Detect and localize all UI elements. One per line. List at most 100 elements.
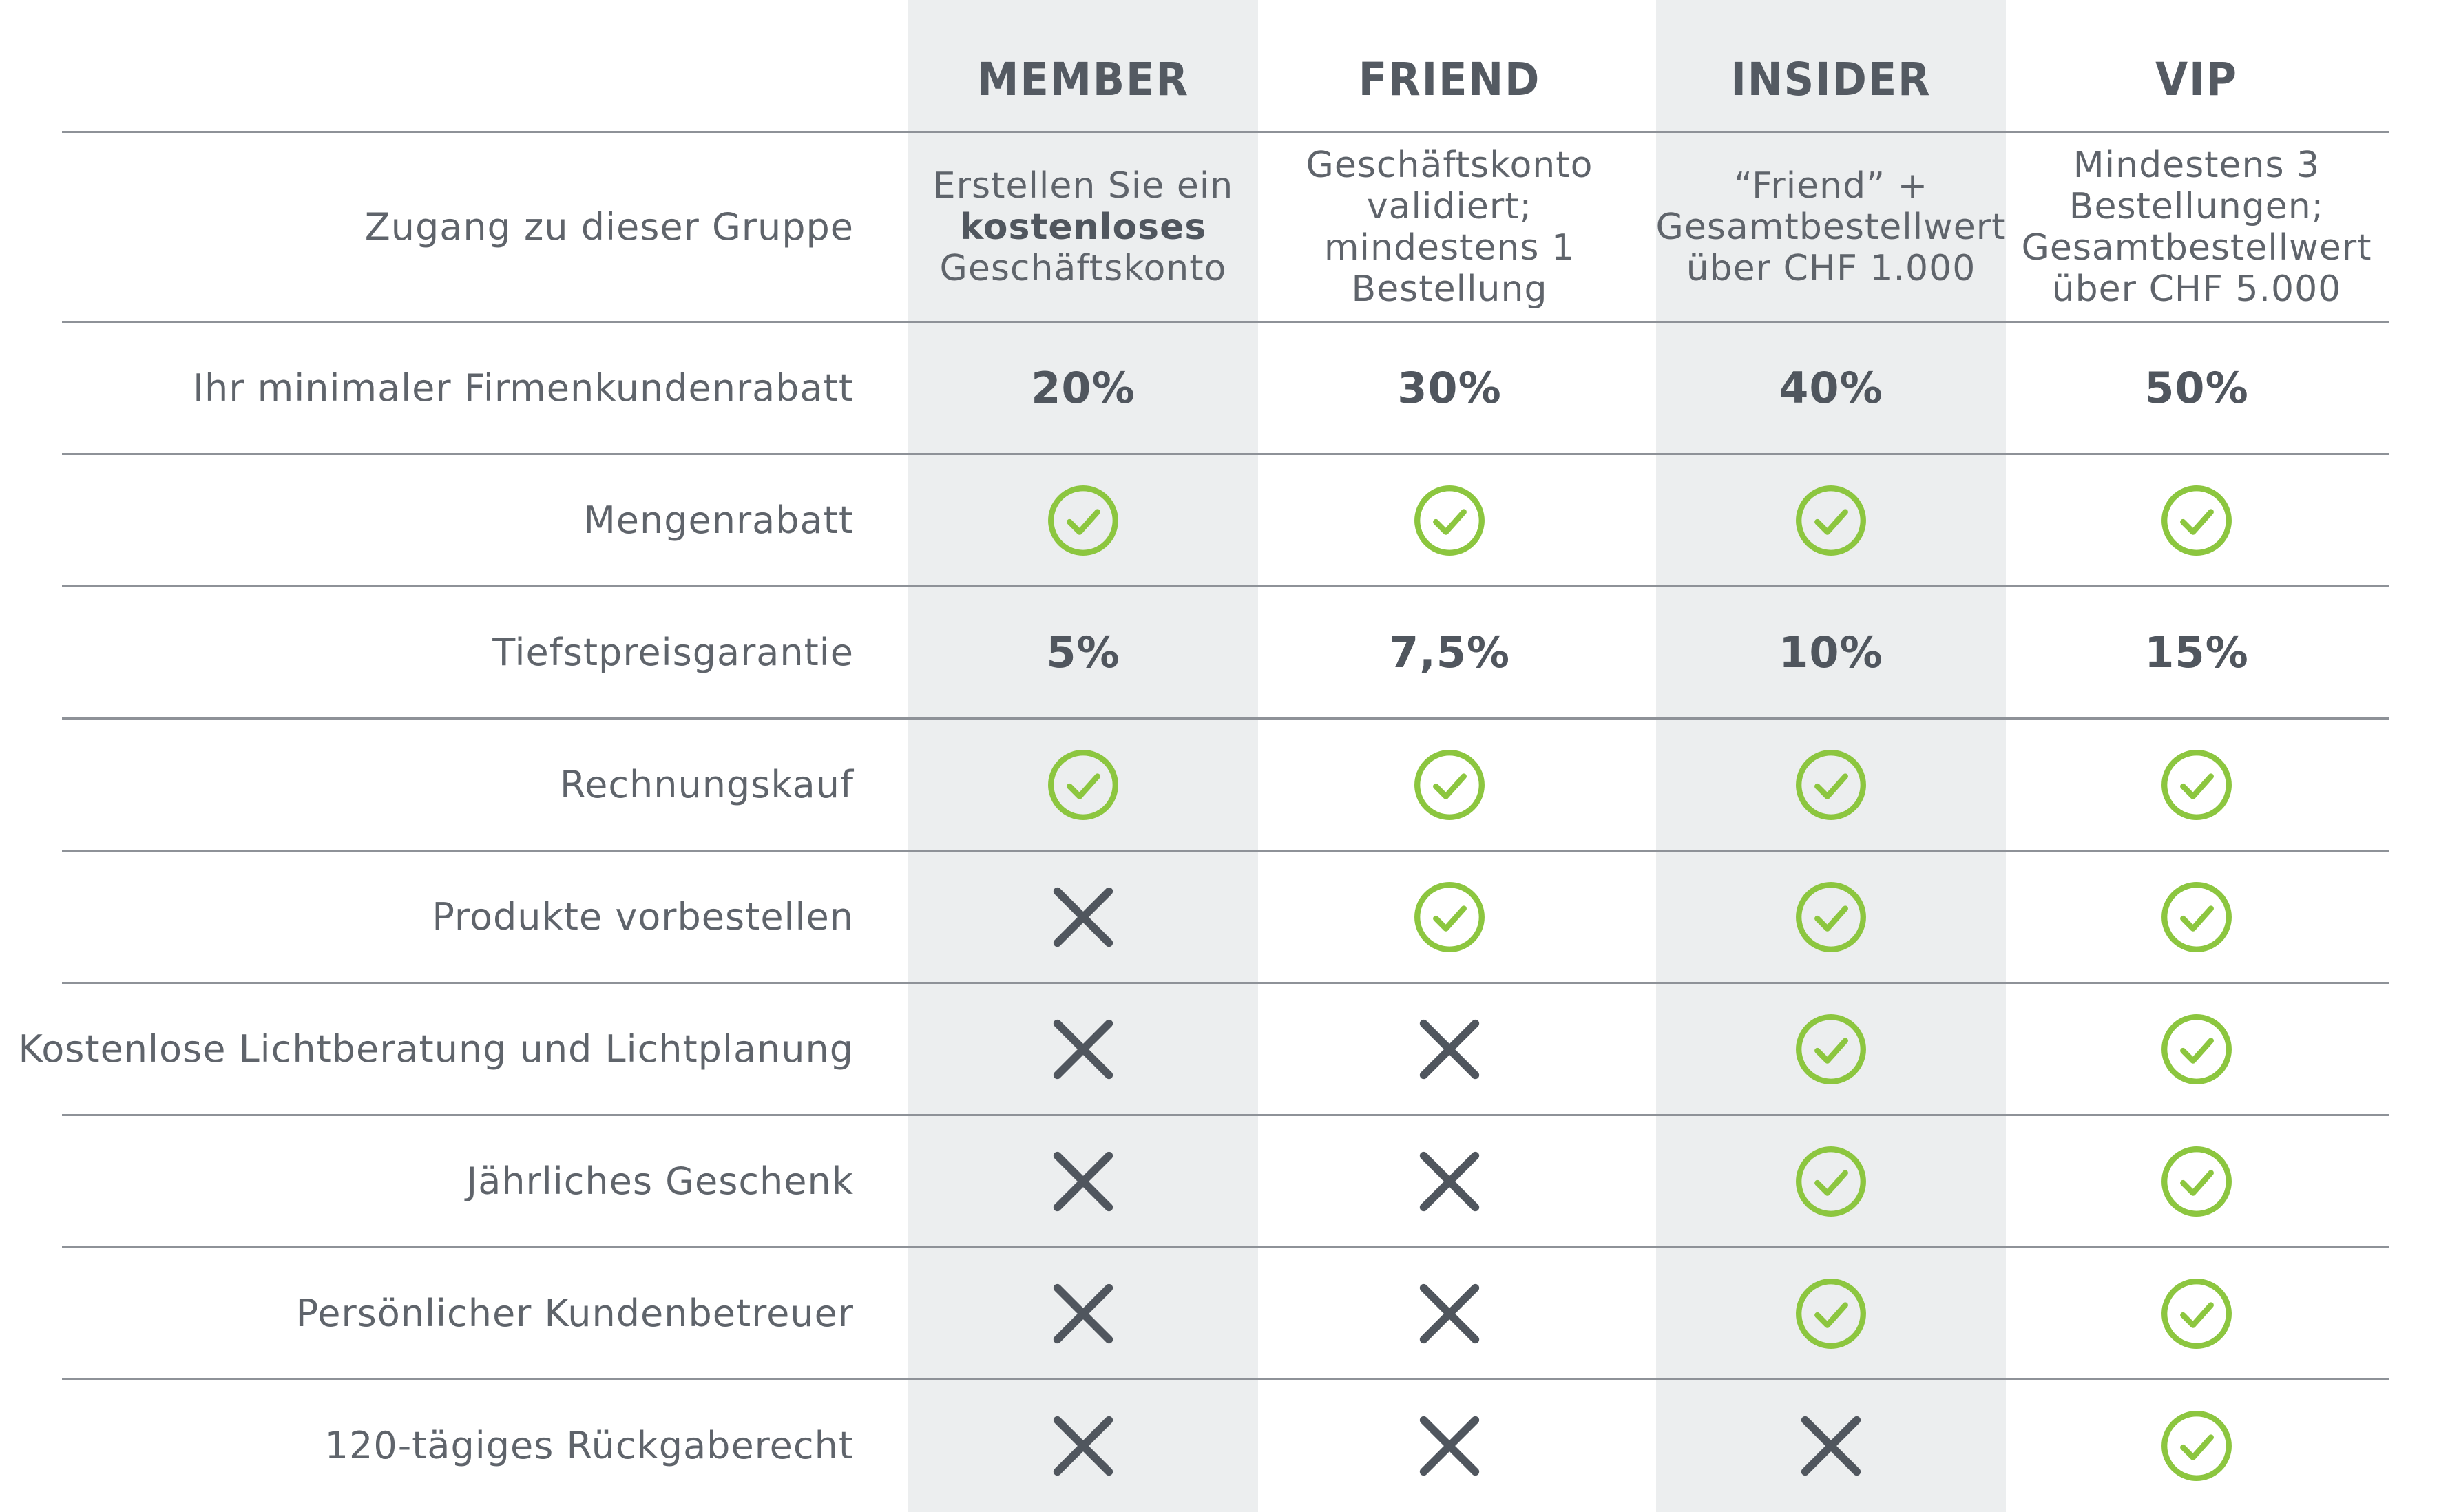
check-circle-icon [1796, 1146, 1866, 1217]
row-label-invoice: Rechnungskauf [560, 763, 854, 806]
row-divider [62, 850, 2389, 852]
row-label-volume: Mengenrabatt [583, 498, 854, 542]
check-circle-icon [2161, 485, 2232, 556]
row-label-lowprice: Tiefstpreisgarantie [492, 631, 854, 674]
row-divider [62, 1378, 2389, 1380]
cross-icon [1419, 1416, 1480, 1476]
gift-member [908, 1116, 1258, 1246]
check-circle-icon [2161, 1146, 2232, 1217]
lowprice-friend: 7,5% [1389, 627, 1510, 678]
member-column-shade [908, 0, 1258, 1512]
check-circle-icon [1796, 749, 1866, 820]
check-circle-icon [2161, 1410, 2232, 1481]
returns-member [908, 1380, 1258, 1511]
cross-icon [1053, 887, 1113, 947]
invoice-vip [2024, 720, 2369, 850]
invoice-member [908, 720, 1258, 850]
cross-icon [1053, 1416, 1113, 1476]
returns-insider [1656, 1380, 2006, 1511]
check-circle-icon [1796, 881, 1866, 952]
manager-vip [2024, 1248, 2369, 1378]
discount-vip: 50% [2144, 363, 2249, 413]
preorder-insider [1656, 852, 2006, 982]
row-divider [62, 717, 2389, 720]
cross-icon [1053, 1283, 1113, 1343]
access-member-bold: kostenloses [959, 206, 1207, 248]
check-circle-icon [1414, 881, 1485, 952]
check-circle-icon [1414, 749, 1485, 820]
access-friend-line3: mindestens 1 [1323, 227, 1576, 269]
access-vip-line2: Bestellungen; [2069, 185, 2325, 227]
gift-insider [1656, 1116, 2006, 1246]
access-member-line1: Erstellen Sie ein [932, 165, 1234, 207]
access-vip-line3: Gesamtbestellwert [2021, 227, 2372, 269]
cross-icon [1419, 1151, 1480, 1211]
access-friend: Geschäftskonto validiert; mindestens 1 B… [1277, 133, 1622, 321]
access-friend-line4: Bestellung [1351, 268, 1548, 310]
lighting-friend [1277, 984, 1622, 1114]
volume-member [908, 455, 1258, 585]
returns-vip [2024, 1380, 2369, 1511]
cross-icon [1053, 1019, 1113, 1079]
discount-member: 20% [1031, 363, 1135, 413]
check-circle-icon [1796, 485, 1866, 556]
lowprice-member: 5% [1046, 627, 1120, 678]
row-divider [62, 1246, 2389, 1248]
access-member-line3: Geschäftskonto [939, 247, 1227, 289]
returns-friend [1277, 1380, 1622, 1511]
check-circle-icon [1048, 485, 1118, 556]
access-vip-line1: Mindestens 3 [2073, 144, 2321, 186]
check-circle-icon [1796, 1014, 1866, 1084]
preorder-member [908, 852, 1258, 982]
row-label-preorder: Produkte vorbestellen [432, 895, 854, 938]
row-divider [62, 131, 2389, 133]
column-header-member: MEMBER [977, 52, 1189, 106]
discount-friend: 30% [1397, 363, 1502, 413]
manager-insider [1656, 1248, 2006, 1378]
cross-icon [1419, 1019, 1480, 1079]
lighting-insider [1656, 984, 2006, 1114]
invoice-friend [1277, 720, 1622, 850]
row-divider [62, 453, 2389, 455]
volume-friend [1277, 455, 1622, 585]
row-label-returns: 120-tägiges Rückgaberecht [324, 1424, 854, 1467]
check-circle-icon [1414, 485, 1485, 556]
gift-vip [2024, 1116, 2369, 1246]
lowprice-insider: 10% [1779, 627, 1883, 678]
row-divider [62, 585, 2389, 587]
access-vip: Mindestens 3 Bestellungen; Gesamtbestell… [2021, 133, 2372, 321]
column-header-insider: INSIDER [1730, 52, 1932, 106]
check-circle-icon [1048, 749, 1118, 820]
check-circle-icon [1796, 1278, 1866, 1349]
preorder-friend [1277, 852, 1622, 982]
row-label-gift: Jährliches Geschenk [466, 1159, 854, 1203]
row-divider [62, 1114, 2389, 1116]
invoice-insider [1656, 720, 2006, 850]
column-header-vip: VIP [2155, 52, 2238, 106]
access-insider: “Friend” + Gesamtbestellwert über CHF 1.… [1656, 133, 2006, 321]
access-insider-line1: “Friend” + [1733, 165, 1929, 207]
row-divider [62, 982, 2389, 984]
lighting-member [908, 984, 1258, 1114]
check-circle-icon [2161, 1278, 2232, 1349]
row-label-manager: Persönlicher Kundenbetreuer [295, 1292, 854, 1335]
check-circle-icon [2161, 749, 2232, 820]
row-label-discount: Ihr minimaler Firmenkundenrabatt [193, 366, 854, 410]
check-circle-icon [2161, 881, 2232, 952]
row-label-access: Zugang zu dieser Gruppe [364, 205, 854, 249]
check-circle-icon [2161, 1014, 2232, 1084]
cross-icon [1053, 1151, 1113, 1211]
row-label-lighting: Kostenlose Lichtberatung und Lichtplanun… [18, 1027, 854, 1071]
cross-icon [1801, 1416, 1861, 1476]
gift-friend [1277, 1116, 1622, 1246]
access-insider-line3: über CHF 1.000 [1686, 247, 1976, 289]
volume-vip [2024, 455, 2369, 585]
row-divider [62, 321, 2389, 323]
manager-friend [1277, 1248, 1622, 1378]
access-friend-line1: Geschäftskonto [1306, 144, 1593, 186]
access-insider-line2: Gesamtbestellwert [1655, 206, 2007, 248]
discount-insider: 40% [1779, 363, 1883, 413]
lighting-vip [2024, 984, 2369, 1114]
preorder-vip [2024, 852, 2369, 982]
